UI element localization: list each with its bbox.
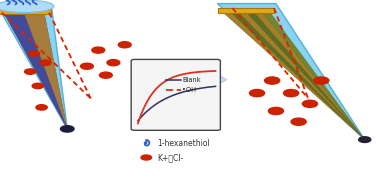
Circle shape — [249, 90, 265, 97]
Circle shape — [291, 118, 306, 125]
Circle shape — [60, 126, 74, 132]
Circle shape — [359, 137, 371, 142]
Circle shape — [141, 155, 152, 160]
Polygon shape — [254, 13, 365, 140]
Circle shape — [92, 47, 105, 53]
Text: •OH: •OH — [183, 87, 197, 93]
Polygon shape — [217, 4, 365, 140]
Circle shape — [268, 107, 284, 115]
Circle shape — [32, 83, 43, 89]
Circle shape — [302, 100, 318, 107]
Circle shape — [63, 127, 72, 131]
Ellipse shape — [0, 0, 54, 13]
Circle shape — [81, 63, 93, 69]
Circle shape — [40, 60, 51, 65]
Polygon shape — [246, 13, 365, 140]
Circle shape — [36, 105, 47, 110]
Bar — [0, 9, 51, 14]
Circle shape — [314, 77, 329, 84]
Circle shape — [28, 51, 40, 56]
Text: 1-hexanethiol: 1-hexanethiol — [157, 139, 210, 148]
Circle shape — [99, 72, 112, 78]
Circle shape — [284, 90, 299, 97]
Circle shape — [107, 60, 120, 66]
Text: K+、Cl-: K+、Cl- — [157, 153, 183, 162]
Polygon shape — [223, 13, 365, 140]
FancyArrow shape — [168, 72, 227, 87]
FancyBboxPatch shape — [131, 59, 220, 130]
Polygon shape — [5, 14, 67, 129]
Circle shape — [265, 77, 280, 84]
Polygon shape — [262, 13, 365, 140]
Circle shape — [25, 69, 36, 74]
Bar — [218, 8, 274, 13]
Polygon shape — [5, 14, 67, 129]
Polygon shape — [223, 13, 365, 140]
Text: Blank: Blank — [183, 77, 201, 83]
Polygon shape — [0, 4, 67, 129]
Circle shape — [118, 42, 131, 48]
Polygon shape — [231, 13, 365, 140]
Polygon shape — [5, 14, 67, 129]
Polygon shape — [239, 13, 365, 140]
